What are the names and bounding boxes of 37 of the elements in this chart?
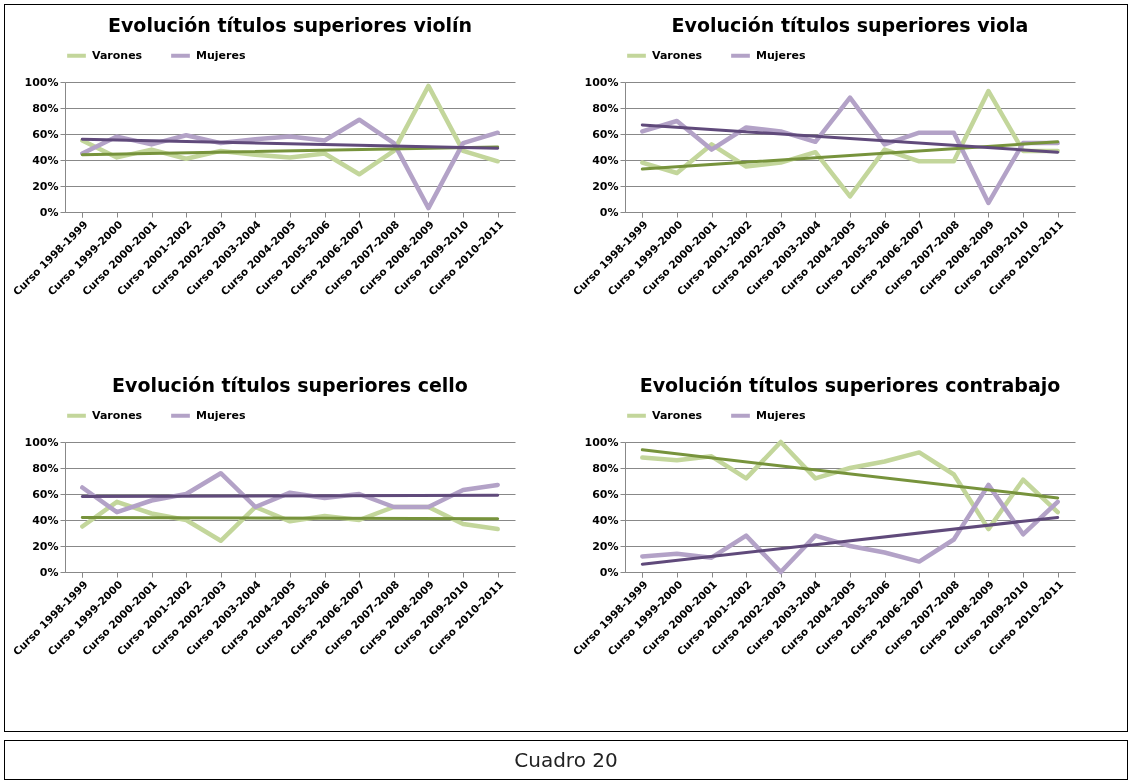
- y-tick-label: 20%: [592, 539, 619, 553]
- y-tick-label: 0%: [39, 565, 59, 579]
- y-tick-label: 80%: [32, 461, 59, 475]
- chart-title: Evolución títulos superiores violín: [107, 14, 473, 36]
- y-tick-label: 80%: [592, 461, 619, 475]
- chart-title: Evolución títulos superiores contrabajo: [639, 374, 1061, 396]
- legend-label: Mujeres: [196, 408, 246, 422]
- y-tick-label: 0%: [39, 205, 59, 219]
- legend-label: Mujeres: [756, 408, 806, 422]
- y-tick-label: 100%: [24, 75, 59, 89]
- legend-label: Mujeres: [756, 48, 806, 62]
- legend-label: Varones: [652, 48, 703, 62]
- chart-title: Evolución títulos superiores cello: [112, 374, 468, 396]
- y-tick-label: 100%: [584, 435, 619, 449]
- y-tick-label: 60%: [32, 127, 59, 141]
- y-tick-label: 0%: [599, 205, 619, 219]
- y-tick-label: 60%: [592, 487, 619, 501]
- y-tick-label: 100%: [24, 435, 59, 449]
- legend-label: Varones: [92, 48, 143, 62]
- legend-label: Varones: [92, 408, 143, 422]
- y-tick-label: 80%: [32, 101, 59, 115]
- y-tick-label: 100%: [584, 75, 619, 89]
- y-tick-label: 40%: [32, 153, 59, 167]
- legend-label: Varones: [652, 408, 703, 422]
- legend-label: Mujeres: [196, 48, 246, 62]
- y-tick-label: 20%: [592, 179, 619, 193]
- y-tick-label: 40%: [592, 513, 619, 527]
- y-tick-label: 0%: [599, 565, 619, 579]
- y-tick-label: 60%: [32, 487, 59, 501]
- text: Cuadro 20: [4, 740, 1128, 780]
- y-tick-label: 20%: [32, 179, 59, 193]
- y-tick-label: 20%: [32, 539, 59, 553]
- y-tick-label: 40%: [32, 513, 59, 527]
- y-tick-label: 60%: [592, 127, 619, 141]
- y-tick-label: 80%: [592, 101, 619, 115]
- y-tick-label: 40%: [592, 153, 619, 167]
- chart-title: Evolución títulos superiores viola: [671, 14, 1029, 36]
